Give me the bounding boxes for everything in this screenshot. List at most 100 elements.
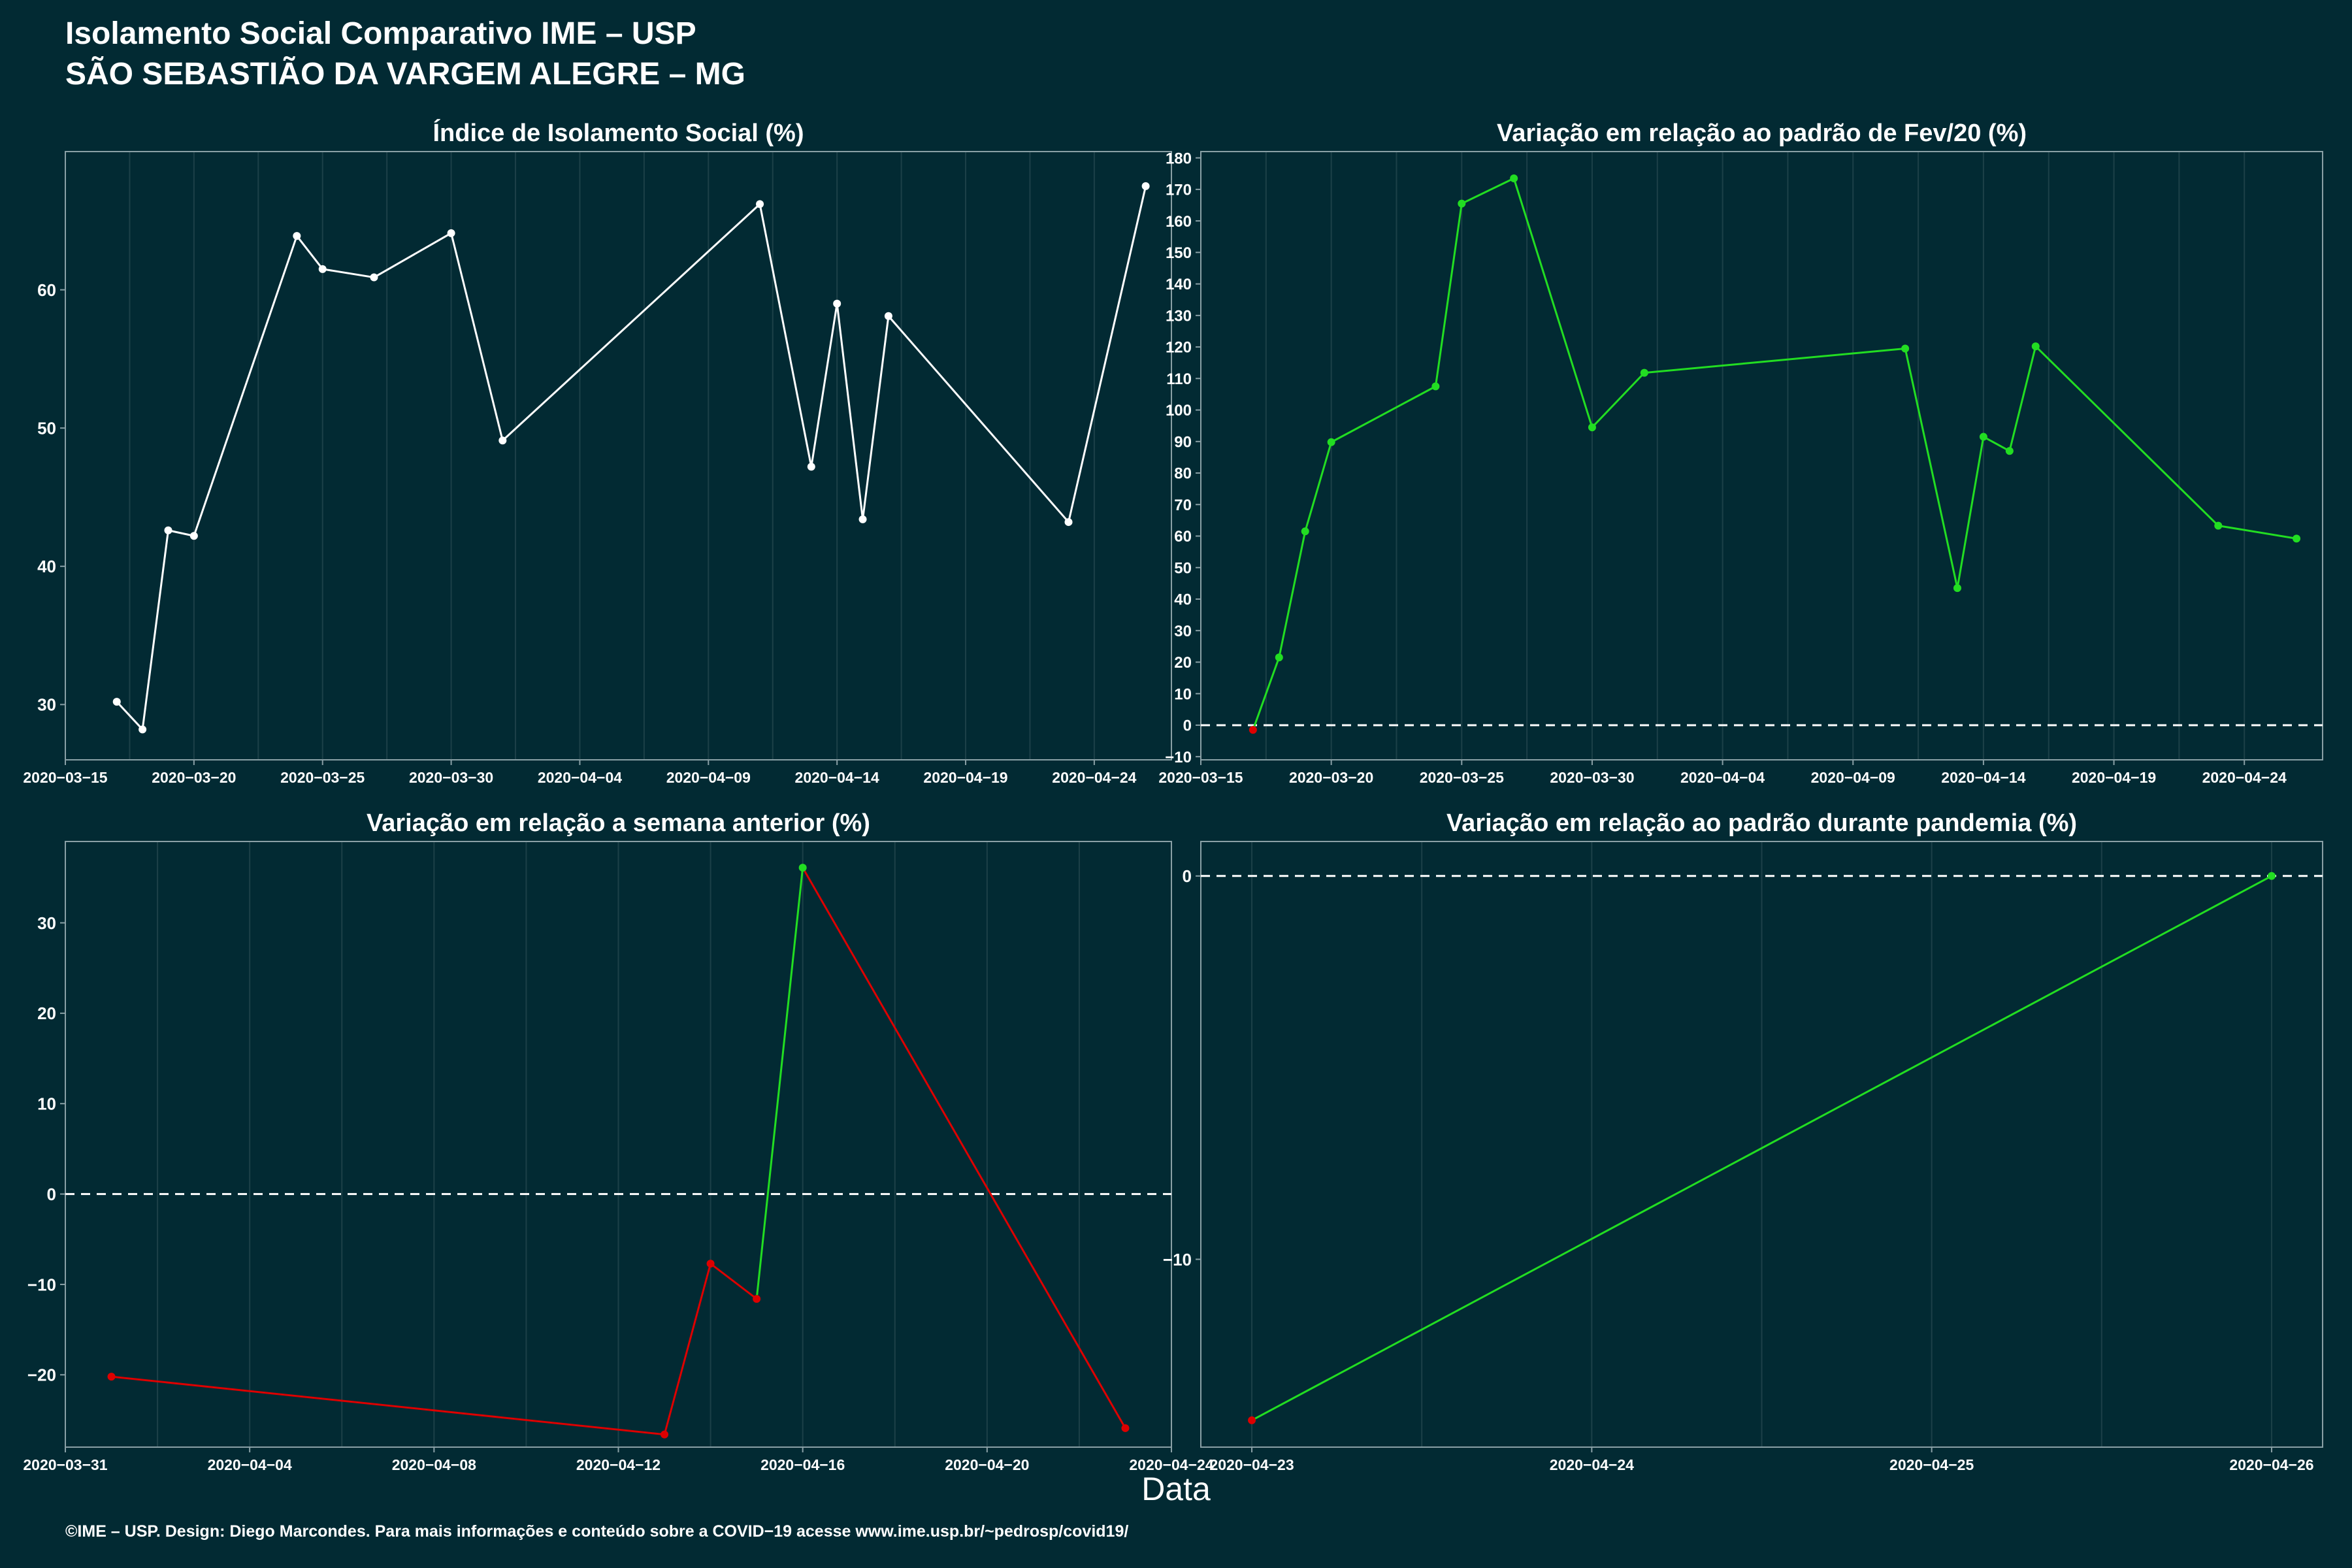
series-segment xyxy=(1068,186,1147,523)
series-segment xyxy=(141,530,169,730)
series-segment xyxy=(759,204,813,467)
series-segment xyxy=(1904,348,1959,589)
data-point xyxy=(1901,344,1910,353)
series-segment xyxy=(1956,436,1985,589)
data-point xyxy=(858,515,867,523)
chart-panel-4: Variação em relação ao padrão durante pa… xyxy=(1163,809,2323,1473)
data-point xyxy=(1640,368,1648,377)
series-segment xyxy=(193,235,298,536)
data-point xyxy=(1141,182,1150,190)
data-point xyxy=(139,725,147,734)
series-segment xyxy=(450,233,504,441)
data-point xyxy=(370,273,378,282)
data-point xyxy=(756,200,764,208)
y-tick-label: 10 xyxy=(37,1094,56,1114)
y-tick-label: 40 xyxy=(1174,591,1192,609)
x-tick-label: 2020−04−26 xyxy=(2229,1456,2313,1473)
data-point xyxy=(2005,447,2014,455)
panel-border xyxy=(1200,841,2323,1448)
y-tick-label: 140 xyxy=(1166,276,1192,293)
data-point xyxy=(753,1295,761,1303)
series-segment xyxy=(111,1375,665,1436)
y-tick-label: 50 xyxy=(37,419,56,438)
series-segment xyxy=(1251,875,2272,1422)
x-tick-label: 2020−03−25 xyxy=(1420,769,1504,786)
footer-credits: ©IME – USP. Design: Diego Marcondes. Par… xyxy=(65,1522,1129,1541)
series-segment xyxy=(322,268,374,279)
y-tick-label: 180 xyxy=(1166,150,1192,167)
x-tick-label: 2020−04−24 xyxy=(1052,769,1136,786)
panel-title: Variação em relação ao padrão de Fev/20 … xyxy=(1497,120,2027,147)
x-tick-label: 2020−04−04 xyxy=(538,769,622,786)
data-point xyxy=(2214,521,2223,530)
x-tick-label: 2020−03−20 xyxy=(1289,769,1373,786)
data-point xyxy=(706,1260,715,1268)
data-point xyxy=(318,265,327,273)
data-point xyxy=(447,229,455,237)
data-point xyxy=(1248,1416,1256,1424)
y-tick-label: 0 xyxy=(47,1184,56,1204)
y-tick-label: 130 xyxy=(1166,307,1192,325)
series-segment xyxy=(1591,372,1645,429)
x-tick-label: 2020−03−31 xyxy=(23,1456,107,1473)
y-tick-label: −20 xyxy=(27,1365,56,1385)
y-tick-label: 50 xyxy=(1174,559,1192,577)
data-point xyxy=(798,864,807,872)
chart-title-line2: SÃO SEBASTIÃO DA VARGEM ALEGRE – MG xyxy=(65,57,745,91)
series-segment xyxy=(296,235,323,270)
y-tick-label: 120 xyxy=(1166,339,1192,357)
data-point xyxy=(1953,584,1961,593)
y-tick-label: 0 xyxy=(1183,717,1192,735)
x-tick-label: 2020−04−19 xyxy=(923,769,1007,786)
y-tick-label: 30 xyxy=(37,913,56,933)
series-segment xyxy=(373,232,452,278)
x-tick-label: 2020−04−23 xyxy=(1209,1456,1294,1473)
y-tick-label: −10 xyxy=(27,1275,56,1294)
panel-title: Variação em relação ao padrão durante pa… xyxy=(1446,809,2077,837)
x-tick-label: 2020−04−24 xyxy=(2202,769,2287,786)
series-segment xyxy=(2008,346,2037,451)
data-point xyxy=(2031,342,2040,351)
series-segment xyxy=(1983,436,2010,452)
panel-border xyxy=(65,151,1172,760)
series-segment xyxy=(1278,531,1307,658)
y-tick-label: 100 xyxy=(1166,402,1192,419)
x-tick-label: 2020−04−14 xyxy=(1941,769,2025,786)
data-point xyxy=(661,1430,669,1439)
y-tick-label: 30 xyxy=(1174,623,1192,640)
data-point xyxy=(1458,199,1466,208)
series-segment xyxy=(1330,385,1437,444)
panel-title: Índice de Isolamento Social (%) xyxy=(433,118,804,147)
series-segment xyxy=(116,701,144,730)
x-tick-label: 2020−04−04 xyxy=(1680,769,1765,786)
chart-panel-1: Índice de Isolamento Social (%) 30 40 50 60 2… xyxy=(23,118,1172,786)
y-tick-label: −10 xyxy=(1163,1250,1192,1269)
x-tick-label: 2020−04−08 xyxy=(392,1456,476,1473)
series-segment xyxy=(802,867,1126,1429)
series-segment xyxy=(1644,347,1906,374)
y-tick-label: 170 xyxy=(1166,182,1192,199)
y-tick-label: 110 xyxy=(1166,370,1192,388)
chart-panel-2: Variação em relação ao padrão de Fev/20 … xyxy=(1158,120,2323,786)
data-point xyxy=(1249,726,1257,734)
data-point xyxy=(884,312,892,320)
y-tick-label: 60 xyxy=(1174,528,1192,546)
data-point xyxy=(293,232,301,240)
data-point xyxy=(2267,872,2276,880)
data-point xyxy=(1431,382,1440,391)
panel-border xyxy=(1200,151,2323,760)
data-point xyxy=(164,526,172,534)
x-tick-label: 2020−04−16 xyxy=(760,1456,845,1473)
x-tick-label: 2020−04−24 xyxy=(1129,1456,1213,1473)
data-point xyxy=(833,299,841,308)
data-point xyxy=(1121,1424,1130,1432)
y-tick-label: 90 xyxy=(1174,433,1192,451)
series-segment xyxy=(1434,203,1463,387)
y-tick-label: 10 xyxy=(1174,685,1192,703)
y-tick-label: 60 xyxy=(37,280,56,300)
series-segment xyxy=(862,316,890,520)
x-tick-label: 2020−04−24 xyxy=(1550,1456,1634,1473)
chart-title-line1: Isolamento Social Comparativo IME – USP xyxy=(65,16,696,51)
chart-panel-3: Variação em relação a semana anterior (%… xyxy=(23,809,1213,1473)
